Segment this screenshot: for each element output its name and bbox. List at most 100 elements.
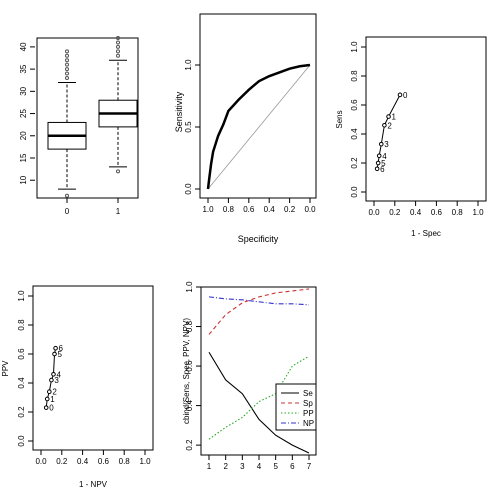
- x-tick-label: 0.4: [77, 457, 89, 466]
- y-tick-label: 30: [19, 86, 28, 95]
- y-axis-title: Sens: [335, 110, 344, 128]
- y-tick-label: 25: [19, 109, 28, 118]
- x-tick-label: 0.0: [368, 208, 380, 217]
- outlier-point: [65, 193, 69, 198]
- sens-spec-panel: 0.0 0.2 0.4 0.6 0.8 1.0 0.0 0.2 0.4 0.6 0.8 1.0 0 12 3…: [335, 36, 487, 238]
- legend-label: PP: [303, 409, 314, 418]
- y-axis-title: PPV: [1, 360, 10, 377]
- x-tick-label: 0.6: [243, 205, 255, 214]
- point-5: 5: [52, 350, 63, 359]
- outlier-point: [65, 53, 69, 58]
- y-tick-label: 0.5: [184, 121, 193, 133]
- data-point: [374, 166, 380, 172]
- point-6: 6: [53, 344, 64, 353]
- outlier-point: [116, 36, 120, 40]
- point-label: 4: [382, 152, 387, 161]
- roc-frame: [199, 13, 317, 199]
- series-line-Sp: [208, 288, 310, 335]
- x-axis-title: 1 - NPV: [79, 480, 108, 489]
- outlier-point: [116, 40, 120, 45]
- outlier-point: [65, 67, 69, 72]
- point-label: 0: [49, 404, 54, 413]
- x-tick-label: 6: [290, 462, 295, 471]
- data-point: [49, 377, 54, 383]
- y-tick-label: 0.2: [350, 157, 359, 169]
- point-label: 3: [384, 140, 389, 149]
- data-point: [382, 123, 387, 128]
- data-point: [44, 396, 50, 402]
- y-tick-label: 1.0: [17, 290, 26, 302]
- data-point: [378, 141, 384, 147]
- x-tick-label: 0.4: [410, 208, 422, 217]
- x-tick-label: 0.8: [119, 457, 131, 466]
- data-point: [51, 372, 56, 377]
- point-5: 5: [375, 159, 386, 168]
- y-tick-label: 0.4: [350, 128, 359, 140]
- y-tick-label: 0.2: [185, 439, 194, 451]
- data-point: [376, 153, 382, 159]
- data-point: [53, 345, 58, 351]
- x-tick-label: 5: [273, 462, 278, 471]
- point-label: 0: [403, 91, 408, 100]
- point-1: 1: [386, 113, 397, 122]
- x-tick-label: 2: [223, 462, 228, 471]
- data-point: [43, 405, 49, 410]
- x-tick-label: 0.0: [304, 205, 316, 214]
- legend-label: Se: [303, 389, 313, 398]
- y-tick-label: 1.0: [185, 281, 194, 293]
- outlier-point: [65, 71, 69, 76]
- y-tick-label: 0.0: [184, 183, 193, 195]
- point-label: 2: [387, 121, 392, 130]
- y-tick-label: 15: [19, 153, 28, 162]
- point-0: 0: [397, 91, 408, 100]
- legend-label: NP: [303, 419, 314, 428]
- outlier-point: [65, 58, 69, 63]
- x-tick-label: 1: [116, 207, 121, 216]
- x-tick-label: 7: [307, 462, 312, 471]
- y-tick-label: 0.6: [17, 348, 26, 360]
- point-label: 1: [392, 113, 397, 122]
- roc-curve: [206, 63, 311, 190]
- point-3: 3: [49, 376, 59, 385]
- x-tick-label: 0.6: [98, 457, 110, 466]
- y-tick-label: 1.0: [184, 59, 193, 71]
- y-tick-label: 20: [19, 131, 28, 140]
- x-tick-label: 0.2: [389, 208, 401, 217]
- series-line-NP: [208, 296, 310, 306]
- legend-box: [275, 383, 317, 431]
- box-0: [47, 49, 87, 198]
- y-tick-label: 0.2: [17, 406, 26, 418]
- point-label: 5: [58, 350, 63, 359]
- point-1: 1: [44, 395, 55, 404]
- y-tick-label: 0.4: [17, 377, 26, 389]
- data-point: [386, 114, 391, 119]
- point-label: 4: [56, 370, 61, 379]
- point-label: 6: [59, 344, 64, 353]
- point-3: 3: [378, 140, 389, 149]
- data-point: [397, 92, 403, 98]
- y-tick-label: 0.0: [350, 186, 359, 198]
- y-tick-label: 35: [19, 64, 28, 73]
- point-2: 2: [382, 121, 392, 130]
- x-tick-label: 0.4: [264, 205, 276, 214]
- point-label: 3: [54, 376, 59, 385]
- point-label: 6: [380, 165, 385, 174]
- y-tick-label: 0.8: [350, 70, 359, 82]
- y-tick-label: 0.8: [17, 319, 26, 331]
- y-axis-title: cbind(Sens, Spec, PPV, NPV): [182, 318, 191, 424]
- x-tick-label: 0: [65, 207, 70, 216]
- point-2: 2: [47, 388, 57, 397]
- outlier-point: [116, 53, 120, 58]
- point-0: 0: [43, 404, 54, 413]
- x-tick-label: 1.0: [202, 205, 214, 214]
- x-tick-label: 0.8: [452, 208, 464, 217]
- outlier-point: [116, 169, 120, 174]
- outlier-point: [65, 76, 69, 80]
- box-1: [98, 36, 138, 174]
- y-axis-title: Sensitivity: [174, 91, 184, 132]
- x-tick-label: 0.2: [56, 457, 68, 466]
- x-tick-label: 0.0: [35, 457, 47, 466]
- legend-label: Sp: [303, 399, 313, 408]
- series-line-Se: [208, 351, 310, 454]
